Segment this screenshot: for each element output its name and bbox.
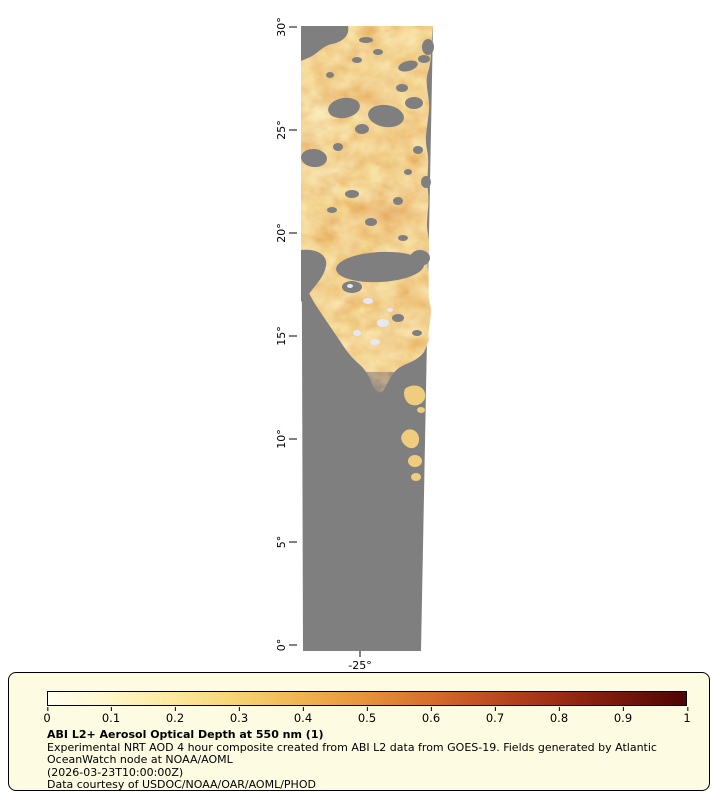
legend-description: Experimental NRT AOD 4 hour composite cr… [47,740,657,766]
cloud-patches [301,26,434,336]
colorbar-tick-label: 0.8 [549,707,569,725]
colorbar-tick-label: 0.2 [165,707,185,725]
y-tick-label: 15° [275,326,288,346]
y-tick-label: 10° [275,429,288,449]
y-axis-ticks [289,26,297,646]
x-tick-label: -25° [348,659,371,671]
legend-timestamp: (2026-03-23T10:00:00Z) [47,765,184,779]
y-tick-label: 5° [275,536,288,549]
map-area: 30° 25° 20° 15° 10° 5° 0° -25° [275,17,434,672]
colorbar-tick-label: 0.6 [421,707,441,725]
legend-text: ABI L2+ Aerosol Optical Depth at 550 nm … [47,728,681,792]
aod-islands [401,385,426,481]
colorbar: 0 0.1 0.2 0.3 0.4 0.5 0.6 0.7 0.8 0.9 1 [43,691,691,724]
colorbar-tick-label: 0.9 [613,707,633,725]
y-tick-label: 30° [275,17,288,37]
colorbar-tick-label: 0 [43,707,51,725]
y-tick-label: 25° [275,120,288,140]
aod-data-region [301,26,433,372]
legend-credit: Data courtesy of USDOC/NOAA/OAR/AOML/PHO… [47,778,316,791]
y-tick-label: 0° [275,639,288,652]
missing-pixel-specks [347,284,393,345]
colorbar-gradient [47,691,687,706]
legend-title: ABI L2+ Aerosol Optical Depth at 550 nm … [47,728,324,741]
colorbar-tick-label: 0.3 [229,707,249,725]
colorbar-tick-label: 1 [683,707,691,725]
colorbar-tick-label: 0.7 [485,707,505,725]
aod-map: 30° 25° 20° 15° 10° 5° 0° -25° [275,17,434,672]
colorbar-tick-label: 0.4 [293,707,313,725]
legend-panel: 0 0.1 0.2 0.3 0.4 0.5 0.6 0.7 0.8 0.9 1 … [8,672,710,791]
y-tick-label: 20° [275,223,288,243]
colorbar-tick-label: 0.5 [357,707,377,725]
colorbar-tick-labels: 0 0.1 0.2 0.3 0.4 0.5 0.6 0.7 0.8 0.9 1 [43,691,691,724]
y-axis-labels: 30° 25° 20° 15° 10° 5° 0° [275,17,288,651]
colorbar-tick-label: 0.1 [101,707,121,725]
